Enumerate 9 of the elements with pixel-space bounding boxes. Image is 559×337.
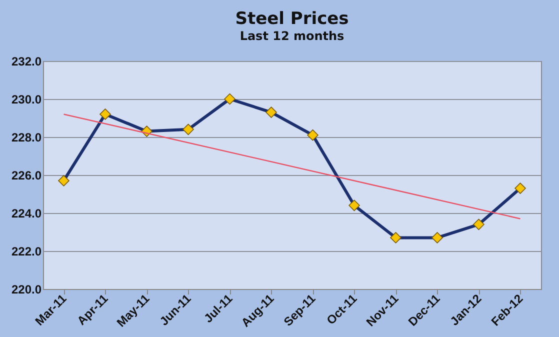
chart-title: Steel Prices [235,9,349,29]
y-tick-label: 228.0 [11,130,42,144]
chart-subtitle: Last 12 months [240,29,344,43]
y-tick-label: 222.0 [11,244,42,258]
y-tick-label: 224.0 [11,206,42,220]
y-tick-label: 230.0 [11,92,42,106]
y-tick-label: 226.0 [11,168,42,182]
y-tick-label: 220.0 [11,282,42,296]
y-tick-label: 232.0 [11,54,42,68]
